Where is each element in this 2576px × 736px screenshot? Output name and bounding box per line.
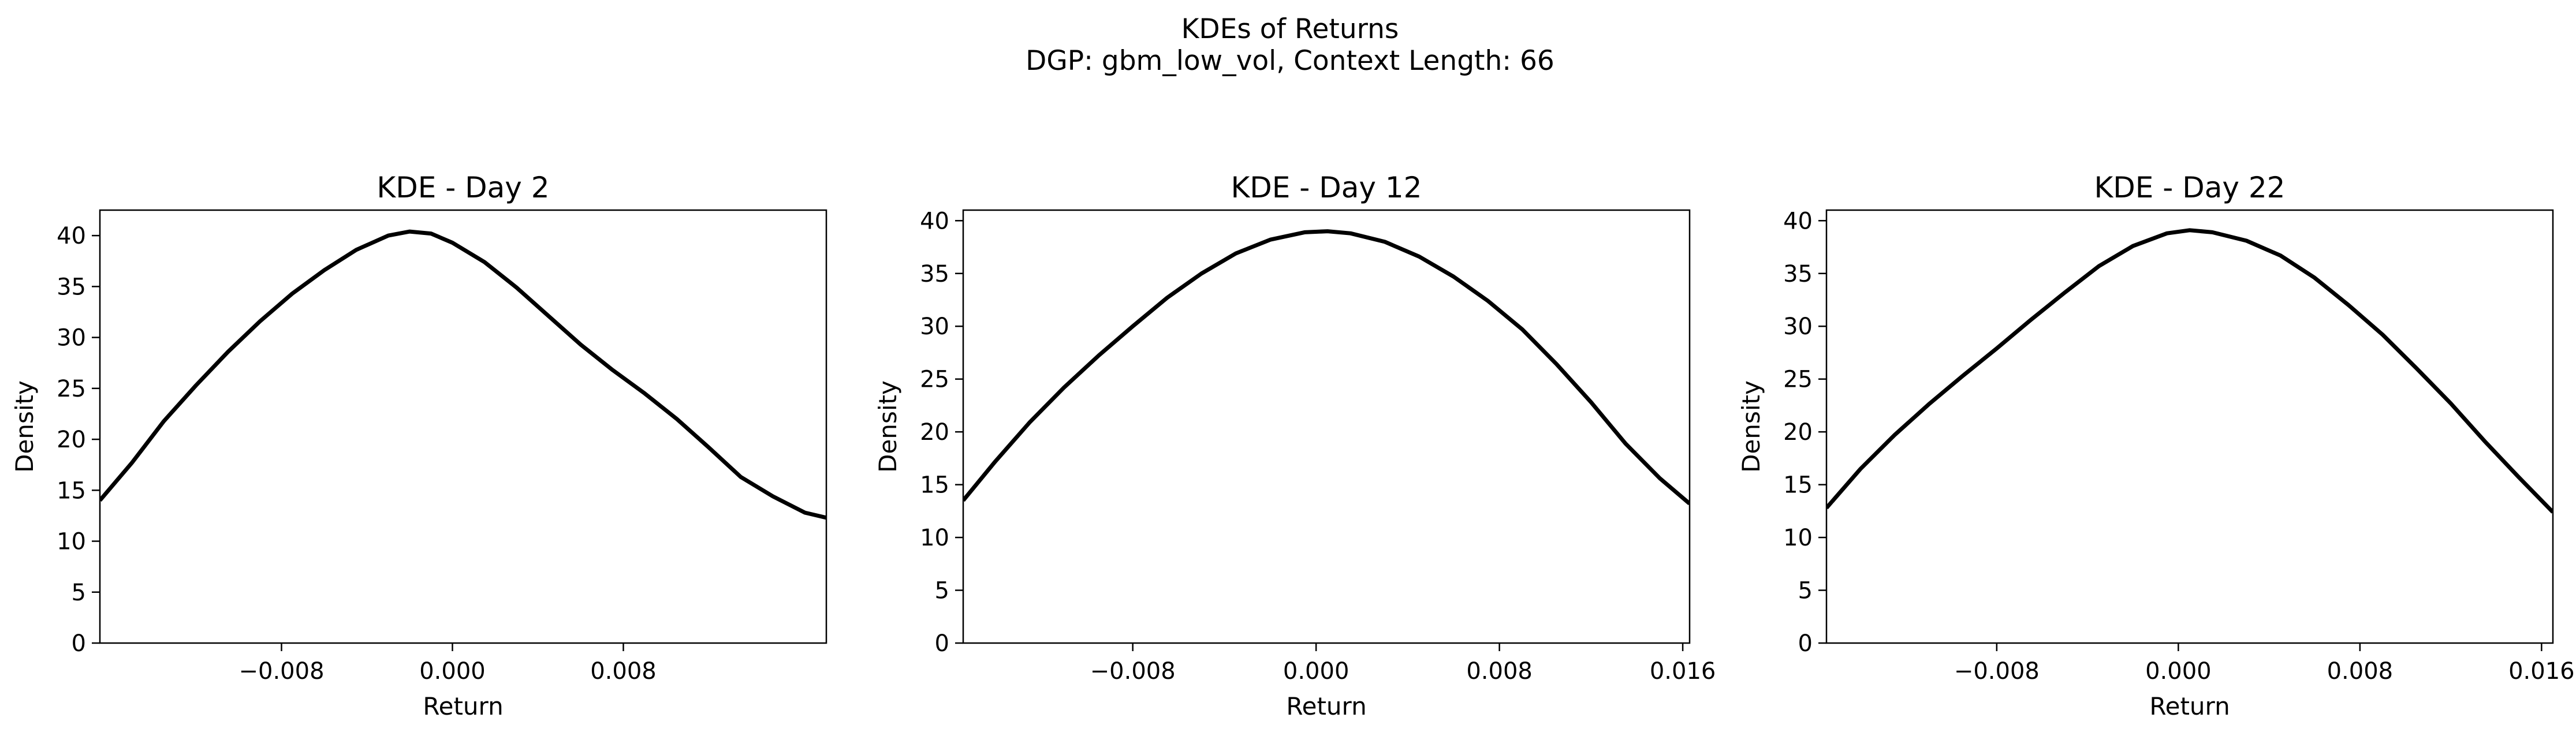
subplot-3: −0.008 0.000 0.008 0.016 0 5 10 15 20 25 30 35 40 KDE…: [1737, 171, 2575, 720]
y-axis-label: Density: [10, 380, 39, 473]
y-tick-label: 20: [1783, 419, 1813, 446]
axes-frame: [962, 209, 1691, 644]
y-tick-label: 5: [1798, 578, 1813, 604]
y-tick-label: 5: [72, 580, 86, 606]
kde-line: [100, 229, 826, 520]
x-axis-label: Return: [2149, 692, 2230, 720]
y-tick-label: 40: [1783, 208, 1813, 234]
y-tick-label: 25: [57, 376, 86, 402]
y-tick-label: 25: [1783, 367, 1813, 393]
y-tick-label: 0: [1798, 630, 1813, 657]
figure-title: KDEs of Returns: [1181, 13, 1399, 45]
kde-line: [1826, 228, 2553, 514]
y-tick-label: 5: [935, 578, 949, 604]
y-tick-label: 30: [57, 325, 86, 352]
y-tick-label: 40: [920, 208, 949, 234]
y-tick-label: 30: [1783, 313, 1813, 340]
y-tick-label: 0: [72, 630, 86, 657]
subplot-2: −0.008 0.000 0.008 0.016 0 5 10 15 20 25 30 35 40 KDE…: [874, 171, 1716, 720]
subplot-panels: −0.008 0.000 0.008 0 5 10 15 20 25 30 35 40 KDE - Da…: [10, 171, 2575, 720]
y-tick-label: 20: [57, 427, 86, 453]
y-tick-label: 25: [920, 367, 949, 393]
y-tick-label: 35: [57, 274, 86, 300]
subplot-title: KDE - Day 12: [1231, 171, 1422, 204]
subplot-title: KDE - Day 2: [376, 171, 549, 204]
y-axis-label: Density: [874, 380, 902, 473]
y-tick-label: 15: [57, 477, 86, 504]
x-tick-label: 0.016: [2508, 658, 2575, 685]
y-tick-label: 15: [920, 472, 949, 499]
x-tick-label: 0.016: [1650, 658, 1716, 685]
axes-frame: [99, 209, 827, 644]
x-axis-label: Return: [1286, 692, 1366, 720]
subplot-title: KDE - Day 22: [2094, 171, 2286, 204]
y-axis-label: Density: [1737, 380, 1765, 473]
y-tick-label: 35: [920, 261, 949, 287]
x-tick-label: 0.000: [419, 658, 486, 685]
x-tick-label: 0.008: [2327, 658, 2394, 685]
kde-line: [963, 229, 1690, 506]
x-tick-label: 0.008: [590, 658, 657, 685]
y-tick-label: 35: [1783, 261, 1813, 287]
figure-subtitle: DGP: gbm_low_vol, Context Length: 66: [1026, 45, 1554, 77]
y-tick-label: 0: [935, 630, 949, 657]
y-tick-label: 15: [1783, 472, 1813, 499]
y-tick-label: 30: [920, 313, 949, 340]
x-tick-label: −0.008: [1954, 658, 2040, 685]
y-tick-label: 10: [1783, 525, 1813, 551]
x-tick-label: 0.008: [1466, 658, 1533, 685]
x-tick-label: 0.000: [1283, 658, 1349, 685]
y-tick-label: 40: [57, 223, 86, 249]
y-tick-label: 10: [920, 525, 949, 551]
axes-frame: [1825, 209, 2554, 644]
subplot-1: −0.008 0.000 0.008 0 5 10 15 20 25 30 35 40 KDE - Da…: [10, 171, 827, 720]
x-axis-label: Return: [423, 692, 503, 720]
x-tick-label: −0.008: [238, 658, 324, 685]
y-tick-label: 10: [57, 529, 86, 555]
y-tick-label: 20: [920, 419, 949, 446]
x-tick-label: 0.000: [2145, 658, 2212, 685]
x-tick-label: −0.008: [1090, 658, 1176, 685]
